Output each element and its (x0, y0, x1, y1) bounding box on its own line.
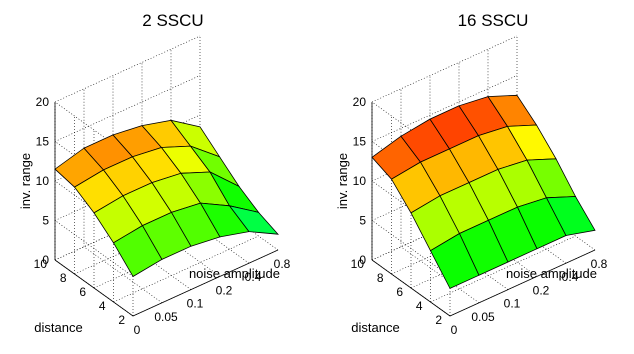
y-tick-label: 2 (118, 313, 125, 327)
x-tick-label: 0.8 (274, 257, 291, 271)
chart-title: 16 SSCU (458, 11, 529, 30)
y-tick-label: 8 (60, 271, 67, 285)
y-tick-label: 6 (396, 285, 403, 299)
surface-panel-2 (371, 35, 596, 317)
x-tick-label: 0.1 (504, 297, 521, 311)
grid-line (113, 235, 259, 303)
x-tick-label: 0.05 (154, 310, 178, 324)
surface-patch (228, 205, 279, 235)
surface-panel-1 (54, 35, 279, 317)
z-tick-label: 15 (353, 135, 367, 149)
y-tick-label: 4 (99, 299, 106, 313)
x-tick-label: 0.2 (533, 283, 550, 297)
x-tick-label: 0 (451, 323, 458, 337)
surface-patch (545, 196, 596, 236)
z-tick-label: 5 (42, 214, 49, 228)
z-tick-label: 10 (36, 174, 50, 188)
z-axis-label: inv. range (18, 153, 33, 209)
z-tick-label: 10 (353, 174, 367, 188)
y-axis-line (371, 259, 451, 317)
y-tick-label: 6 (79, 285, 86, 299)
y-axis-label: distance (351, 320, 399, 335)
y-tick-label: 2 (435, 313, 442, 327)
x-tick-label: 0.4 (562, 270, 579, 284)
x-axis-line (449, 249, 596, 317)
x-tick-label: 0.2 (216, 283, 233, 297)
x-tick-label: 0.4 (245, 270, 262, 284)
z-tick-label: 20 (353, 95, 367, 109)
chart-title: 2 SSCU (142, 11, 203, 30)
grid-line (54, 35, 201, 103)
z-tick-label: 0 (359, 253, 366, 267)
x-axis-line (132, 249, 279, 317)
grid-line (371, 35, 518, 103)
y-axis-line (54, 259, 134, 317)
y-tick-label: 8 (377, 271, 384, 285)
y-tick-label: 10 (351, 257, 365, 271)
grid-line (83, 246, 163, 304)
y-tick-label: 4 (416, 299, 423, 313)
x-tick-label: 0.05 (471, 310, 495, 324)
z-tick-label: 15 (36, 135, 50, 149)
z-tick-label: 5 (359, 214, 366, 228)
x-tick-label: 0 (134, 323, 141, 337)
x-tick-label: 0.1 (187, 297, 204, 311)
grid-line (400, 246, 480, 304)
x-tick-label: 0.8 (591, 257, 608, 271)
grid-line (371, 75, 518, 142)
y-axis-label: distance (34, 320, 82, 335)
x-axis-label: noise amplitude (189, 266, 280, 281)
grid-line (430, 235, 576, 303)
grid-line (54, 101, 134, 159)
z-axis-label: inv. range (335, 153, 350, 209)
y-tick-label: 10 (34, 257, 48, 271)
z-tick-label: 0 (42, 253, 49, 267)
grid-line (54, 75, 201, 142)
x-axis-label: noise amplitude (506, 266, 597, 281)
z-tick-label: 20 (36, 95, 50, 109)
